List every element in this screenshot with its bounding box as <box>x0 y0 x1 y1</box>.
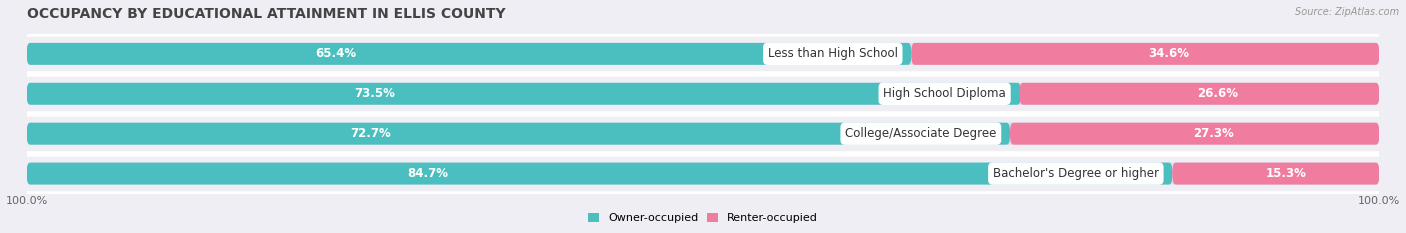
Text: 65.4%: 65.4% <box>316 47 357 60</box>
Text: 34.6%: 34.6% <box>1149 47 1189 60</box>
Text: 73.5%: 73.5% <box>354 87 395 100</box>
FancyBboxPatch shape <box>27 163 1173 185</box>
Text: 84.7%: 84.7% <box>408 167 449 180</box>
Text: 72.7%: 72.7% <box>350 127 391 140</box>
Text: College/Associate Degree: College/Associate Degree <box>845 127 997 140</box>
Text: OCCUPANCY BY EDUCATIONAL ATTAINMENT IN ELLIS COUNTY: OCCUPANCY BY EDUCATIONAL ATTAINMENT IN E… <box>27 7 505 21</box>
FancyBboxPatch shape <box>27 163 1379 185</box>
Legend: Owner-occupied, Renter-occupied: Owner-occupied, Renter-occupied <box>588 213 818 223</box>
FancyBboxPatch shape <box>27 83 1021 105</box>
FancyBboxPatch shape <box>27 83 1379 105</box>
FancyBboxPatch shape <box>911 43 1379 65</box>
Text: 15.3%: 15.3% <box>1265 167 1306 180</box>
Text: 27.3%: 27.3% <box>1192 127 1233 140</box>
Text: Bachelor's Degree or higher: Bachelor's Degree or higher <box>993 167 1159 180</box>
Text: Source: ZipAtlas.com: Source: ZipAtlas.com <box>1295 7 1399 17</box>
FancyBboxPatch shape <box>1010 123 1379 145</box>
Text: High School Diploma: High School Diploma <box>883 87 1005 100</box>
FancyBboxPatch shape <box>27 43 911 65</box>
Text: Less than High School: Less than High School <box>768 47 898 60</box>
FancyBboxPatch shape <box>1019 83 1379 105</box>
FancyBboxPatch shape <box>1173 163 1379 185</box>
FancyBboxPatch shape <box>27 123 1379 145</box>
FancyBboxPatch shape <box>27 43 1379 65</box>
FancyBboxPatch shape <box>27 123 1010 145</box>
Text: 26.6%: 26.6% <box>1197 87 1237 100</box>
